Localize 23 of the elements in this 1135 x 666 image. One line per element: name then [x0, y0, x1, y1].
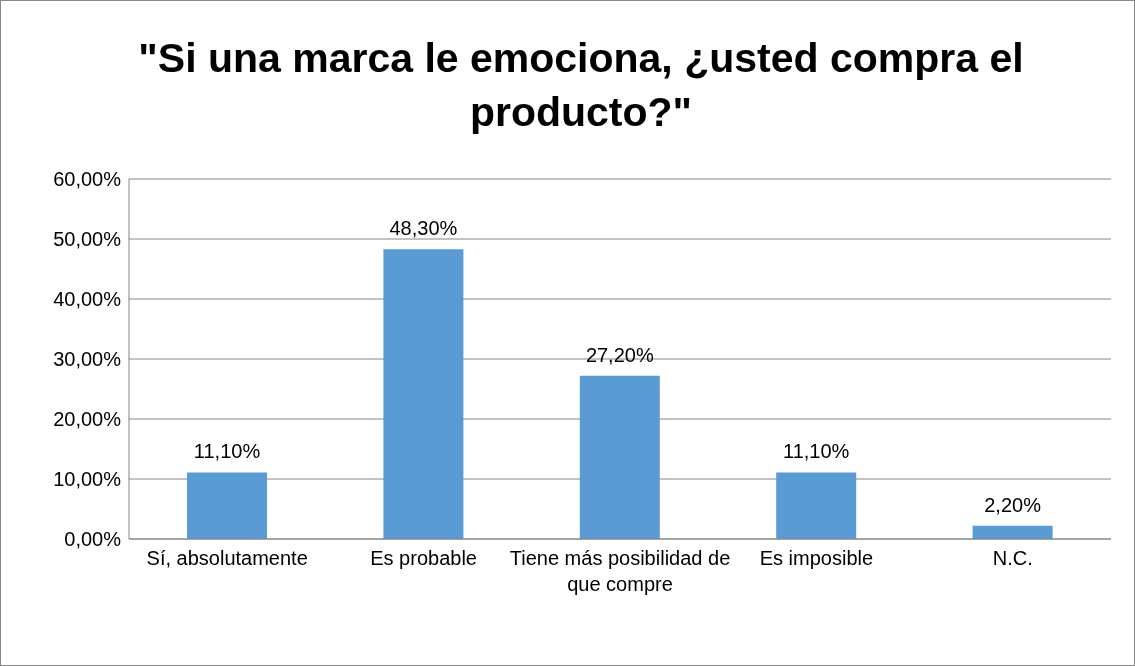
bar [972, 525, 1053, 539]
bar [579, 375, 660, 539]
y-tick-label: 10,00% [53, 468, 122, 491]
data-label: 27,20% [585, 343, 654, 366]
y-tick-label: 0,00% [64, 528, 122, 551]
x-tick-label: N.C. [992, 547, 1033, 570]
y-tick-label: 30,00% [53, 348, 122, 371]
y-tick-label: 50,00% [53, 228, 122, 251]
x-tick-label: Es probable [370, 547, 477, 570]
data-label: 48,30% [389, 217, 458, 240]
data-label: 2,20% [984, 493, 1042, 516]
y-tick-label: 20,00% [53, 408, 122, 431]
x-tick-label: Tiene más posibilidad de que compre [509, 547, 731, 596]
bar [383, 249, 464, 539]
y-tick-label: 60,00% [53, 168, 122, 191]
x-tick-label: Sí, absolutamente [146, 547, 308, 570]
data-label: 11,10% [193, 440, 261, 463]
chart-title: "Si una marca le emociona, ¿usted compra el producto?" [137, 34, 1025, 137]
y-tick-label: 40,00% [53, 288, 122, 311]
bar [776, 472, 857, 539]
x-tick-label: Es imposible [759, 547, 874, 570]
bar [187, 472, 267, 539]
data-label: 11,10% [783, 440, 850, 463]
